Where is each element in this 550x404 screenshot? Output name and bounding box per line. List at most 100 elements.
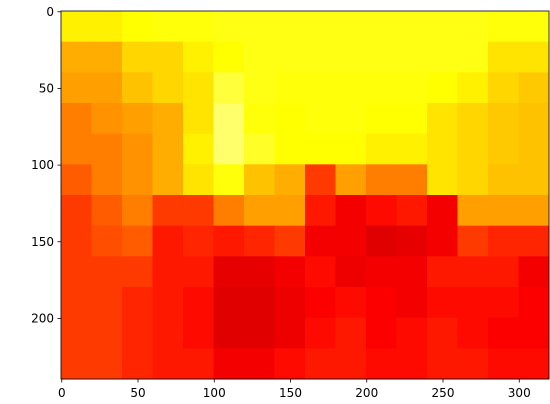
image-cell — [275, 226, 306, 257]
image-cell — [519, 195, 550, 226]
image-cell — [92, 195, 123, 226]
image-cell — [519, 164, 550, 195]
x-tick-label: 300 — [508, 386, 531, 400]
image-cell — [397, 287, 428, 318]
image-cell — [214, 348, 245, 379]
x-tick-label: 250 — [432, 386, 455, 400]
image-cell — [488, 226, 519, 257]
image-cell — [153, 103, 184, 134]
image-cell — [366, 103, 397, 134]
image-cell — [92, 103, 123, 134]
image-cell — [244, 256, 275, 287]
image-cell — [305, 348, 336, 379]
image-cell — [61, 11, 92, 42]
image-cell — [214, 42, 245, 73]
image-cell — [183, 42, 214, 73]
image-cell — [214, 226, 245, 257]
image-cell — [275, 11, 306, 42]
image-cell — [214, 72, 245, 103]
image-cell — [458, 103, 489, 134]
image-cell — [153, 226, 184, 257]
image-cell — [214, 256, 245, 287]
image-cell — [397, 318, 428, 349]
image-cell — [61, 164, 92, 195]
image-cell — [92, 72, 123, 103]
image-cell — [458, 72, 489, 103]
image-cell — [122, 164, 153, 195]
image-cell — [427, 72, 458, 103]
image-cell — [366, 287, 397, 318]
image-cell — [122, 103, 153, 134]
image-cell — [397, 195, 428, 226]
image-cell — [336, 103, 367, 134]
image-cell — [122, 226, 153, 257]
image-cell — [244, 226, 275, 257]
image-cell — [519, 318, 550, 349]
image-cell — [244, 195, 275, 226]
image-cell — [275, 195, 306, 226]
image-cell — [366, 164, 397, 195]
image-cell — [397, 164, 428, 195]
image-cell — [519, 103, 550, 134]
image-cell — [275, 164, 306, 195]
image-cell — [458, 287, 489, 318]
image-cell — [427, 195, 458, 226]
image-cell — [183, 318, 214, 349]
image-cell — [366, 134, 397, 165]
image-cell — [397, 103, 428, 134]
image-cell — [305, 287, 336, 318]
y-tick-label: 100 — [31, 158, 54, 172]
x-tick-label: 150 — [279, 386, 302, 400]
image-cell — [427, 164, 458, 195]
x-tick-label: 200 — [355, 386, 378, 400]
image-cell — [458, 164, 489, 195]
image-cell — [183, 134, 214, 165]
image-cell — [61, 195, 92, 226]
image-cell — [214, 318, 245, 349]
image-cell — [366, 195, 397, 226]
image-cell — [458, 226, 489, 257]
image-cell — [427, 256, 458, 287]
x-tick-label: 50 — [130, 386, 145, 400]
x-tick-label: 0 — [58, 386, 66, 400]
image-cell — [183, 11, 214, 42]
image-cell — [458, 11, 489, 42]
image-cell — [305, 11, 336, 42]
image-cell — [336, 318, 367, 349]
image-cell — [214, 164, 245, 195]
image-cell — [458, 42, 489, 73]
image-cell — [519, 348, 550, 379]
image-cell — [458, 256, 489, 287]
image-cell — [427, 11, 458, 42]
image-cell — [336, 256, 367, 287]
image-cell — [366, 348, 397, 379]
image-cell — [122, 134, 153, 165]
image-cell — [61, 256, 92, 287]
image-cell — [183, 164, 214, 195]
image-cell — [244, 287, 275, 318]
image-cell — [61, 318, 92, 349]
image-cell — [519, 256, 550, 287]
image-cell — [519, 226, 550, 257]
image-cell — [427, 42, 458, 73]
image-cell — [366, 42, 397, 73]
image-cell — [92, 287, 123, 318]
image-cell — [275, 256, 306, 287]
image-cell — [397, 348, 428, 379]
image-cell — [336, 348, 367, 379]
image-cell — [488, 11, 519, 42]
image-cell — [397, 134, 428, 165]
image-cell — [336, 42, 367, 73]
image-cell — [244, 72, 275, 103]
image-cell — [458, 134, 489, 165]
image-cell — [183, 195, 214, 226]
image-cell — [275, 348, 306, 379]
image-cell — [92, 42, 123, 73]
image-cell — [92, 164, 123, 195]
image-cell — [519, 11, 550, 42]
image-cell — [122, 42, 153, 73]
image-cell — [427, 318, 458, 349]
image-cell — [153, 164, 184, 195]
image-cell — [458, 348, 489, 379]
image-cell — [427, 103, 458, 134]
